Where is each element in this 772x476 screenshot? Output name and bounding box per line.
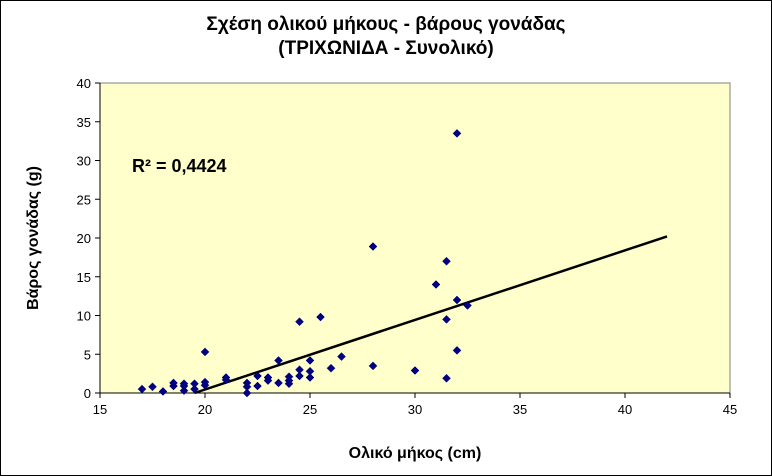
y-tick-label: 30 bbox=[77, 154, 91, 169]
chart-subtitle: (ΤΡΙΧΩΝΙΔΑ - Συνολικό) bbox=[278, 38, 494, 59]
x-tick-label: 45 bbox=[723, 402, 737, 417]
data-point bbox=[368, 242, 378, 251]
chart-title: Σχέση ολικού μήκους - βάρους γονάδας bbox=[206, 14, 566, 35]
x-tick-label: 40 bbox=[618, 402, 632, 417]
data-point bbox=[137, 384, 147, 394]
data-point bbox=[452, 295, 462, 305]
y-tick-label: 25 bbox=[77, 192, 91, 207]
data-point bbox=[295, 365, 304, 375]
data-point bbox=[368, 361, 378, 371]
x-tick-label: 30 bbox=[408, 402, 422, 417]
data-point bbox=[190, 384, 199, 394]
x-tick-label: 25 bbox=[303, 402, 317, 417]
data-point bbox=[295, 317, 304, 327]
plot-area bbox=[99, 82, 731, 394]
data-point bbox=[316, 312, 325, 322]
data-point bbox=[452, 346, 462, 355]
y-tick-label: 5 bbox=[84, 347, 91, 362]
data-point bbox=[242, 388, 252, 398]
data-point bbox=[463, 301, 472, 310]
y-tick-label: 10 bbox=[77, 309, 91, 324]
data-point bbox=[442, 256, 451, 266]
data-point bbox=[148, 382, 157, 392]
data-point bbox=[442, 373, 451, 383]
data-point bbox=[337, 352, 346, 361]
data-point bbox=[274, 356, 283, 365]
data-point bbox=[190, 379, 199, 389]
data-point bbox=[169, 378, 178, 388]
data-point bbox=[442, 315, 451, 324]
tick-labels: 15 20 25 30 35 40 45 0 5 10 15 20 25 30 35 40 bbox=[77, 76, 738, 417]
data-point bbox=[284, 372, 294, 382]
data-point bbox=[179, 386, 189, 396]
y-tick-label: 20 bbox=[77, 231, 91, 246]
data-point bbox=[179, 379, 189, 389]
x-tick-label: 35 bbox=[513, 402, 527, 417]
data-point bbox=[326, 363, 336, 373]
y-tick-label: 0 bbox=[84, 386, 91, 401]
x-axis-label: Ολικό μήκος (cm) bbox=[349, 445, 482, 462]
axes bbox=[95, 82, 731, 398]
data-point bbox=[200, 377, 210, 387]
data-point bbox=[452, 129, 462, 138]
y-axis-label: Βάρος γονάδας (g) bbox=[25, 166, 42, 310]
data-points bbox=[137, 129, 472, 398]
data-point bbox=[295, 371, 304, 381]
data-point bbox=[158, 387, 168, 396]
r-squared-annotation: R² = 0,4424 bbox=[132, 156, 227, 176]
x-tick-label: 15 bbox=[93, 402, 107, 417]
data-point bbox=[253, 371, 262, 381]
y-tick-label: 15 bbox=[77, 270, 91, 285]
data-point bbox=[305, 356, 315, 365]
data-point bbox=[274, 378, 283, 388]
trendline bbox=[194, 235, 668, 395]
data-point bbox=[221, 373, 231, 382]
data-point bbox=[242, 378, 252, 388]
data-point bbox=[200, 347, 210, 357]
data-point bbox=[305, 373, 315, 382]
data-point bbox=[263, 373, 273, 382]
data-point bbox=[431, 280, 441, 289]
y-tick-label: 35 bbox=[77, 115, 91, 130]
data-point bbox=[305, 366, 315, 376]
x-tick-label: 20 bbox=[198, 402, 212, 417]
y-tick-label: 40 bbox=[77, 76, 91, 91]
data-point bbox=[253, 381, 262, 391]
data-point bbox=[410, 366, 420, 375]
